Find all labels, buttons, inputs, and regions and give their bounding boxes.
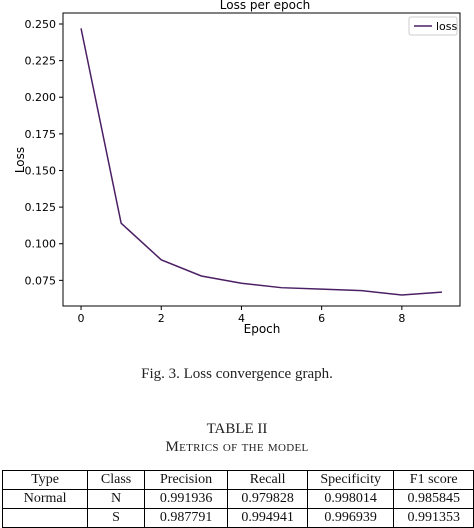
y-tick-label: 0.200 [25,91,57,104]
table-cell [1,508,89,528]
table-cell: 0.998014 [306,489,395,509]
table-cell: 0.991353 [393,508,474,528]
legend-box [408,16,458,36]
table-header-row: Type Class Precision Recall Specificity … [1,470,474,490]
x-axis-label: Epoch [244,322,281,336]
legend: loss [408,16,458,36]
x-tick-label: 6 [318,312,325,325]
x-tick-label: 8 [398,312,405,325]
loss-chart: Loss per epoch 0.075 0.100 0.125 0.150 0.175… [13,0,461,336]
table-cell: 0.987791 [143,508,229,528]
header-cell-type: Type [1,470,89,490]
table-cell: 0.985845 [393,489,474,509]
table-cell: 0.996939 [306,508,395,528]
table-cell: 0.979828 [227,489,308,509]
y-tick-label: 0.075 [25,274,57,287]
x-axis: 0 2 4 6 8 [78,306,405,325]
table-row: Normal N 0.991936 0.979828 0.998014 0.98… [1,489,474,509]
y-axis: 0.075 0.100 0.125 0.150 0.175 0.200 0.225 0.250 [25,18,63,287]
header-cell-specificity: Specificity [306,470,395,490]
y-axis-label: Loss [13,147,27,173]
table-title: TABLE II [206,421,268,437]
x-tick-label: 2 [158,312,165,325]
table-cell: N [87,489,145,509]
y-tick-label: 0.175 [25,128,57,141]
table-cell: 0.991936 [143,489,229,509]
header-cell-f1: F1 score [393,470,474,490]
header-cell-precision: Precision [143,470,229,490]
legend-label: loss [436,20,458,33]
table-cell: 0.994941 [227,508,308,528]
x-tick-label: 4 [238,312,245,325]
y-tick-label: 0.150 [25,164,57,177]
figure-caption: Fig. 3. Loss convergence graph. [141,366,333,382]
y-tick-label: 0.225 [25,55,57,68]
x-tick-label: 0 [78,312,85,325]
y-tick-label: 0.125 [25,201,57,214]
metrics-table: Type Class Precision Recall Specificity … [1,470,474,528]
header-cell-class: Class [87,470,145,490]
header-cell-recall: Recall [227,470,308,490]
loss-series-line [80,28,443,296]
table-cell: S [87,508,145,528]
y-tick-label: 0.250 [25,18,57,31]
y-tick-label: 0.100 [25,238,57,251]
table-subtitle: Metrics of the model [165,439,309,455]
table-row: S 0.987791 0.994941 0.996939 0.991353 [1,508,474,528]
plot-area [62,12,461,307]
table-cell: Normal [1,489,89,509]
series-group [80,28,443,296]
chart-title: Loss per epoch [220,0,310,12]
